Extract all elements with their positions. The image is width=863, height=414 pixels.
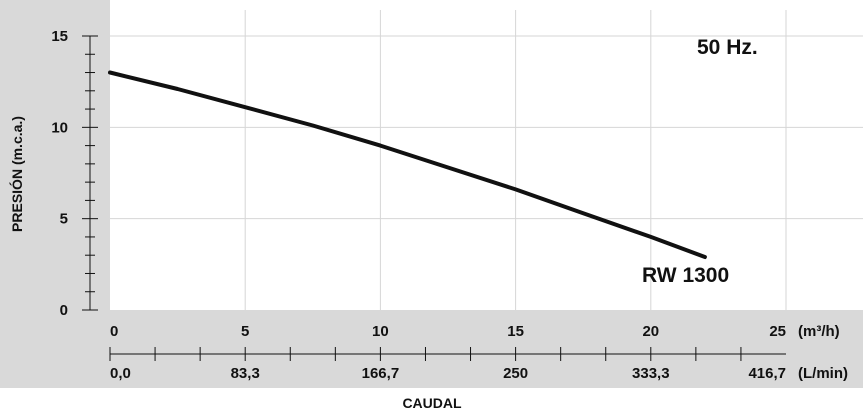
x-tick-label-secondary: 333,3	[632, 365, 670, 382]
x-tick-label-primary: 15	[507, 323, 524, 340]
series-label-rw-1300: RW 1300	[642, 264, 729, 287]
y-axis-title: PRESIÓN (m.c.a.)	[8, 116, 25, 232]
y-tick-label: 15	[51, 28, 68, 45]
x-tick-label-primary: 20	[642, 323, 659, 340]
x-tick-label-primary: 10	[372, 323, 389, 340]
plot-area	[110, 10, 863, 310]
x-unit-secondary-label: (L/min)	[798, 365, 848, 382]
series-line-rw-1300	[108, 70, 707, 259]
grid-lines	[110, 10, 863, 310]
frequency-label: 50 Hz.	[697, 36, 758, 59]
x-tick-label-secondary: 250	[503, 365, 528, 382]
x-axis-title: CAUDAL	[402, 395, 462, 411]
x-tick-label-secondary: 83,3	[231, 365, 260, 382]
axis-panel	[0, 0, 863, 388]
x-axis-secondary: 0,0 83,3 166,7 250 333,3 416,7	[109, 347, 786, 382]
y-axis: 0 5 10 15	[51, 28, 98, 319]
x-tick-label-primary: 25	[769, 323, 786, 340]
y-tick-label: 5	[60, 211, 68, 228]
x-tick-label-primary: 5	[241, 323, 249, 340]
x-tick-label-primary: 0	[110, 323, 118, 340]
x-tick-label-secondary: 416,7	[748, 365, 786, 382]
x-unit-primary-label: (m³/h)	[798, 323, 840, 340]
y-tick-label: 0	[60, 302, 68, 319]
x-tick-label-secondary: 0,0	[110, 365, 131, 382]
x-axis-primary: 0 5 10 15 20 25	[110, 323, 786, 340]
x-tick-label-secondary: 166,7	[362, 365, 400, 382]
y-tick-label: 10	[51, 119, 68, 136]
